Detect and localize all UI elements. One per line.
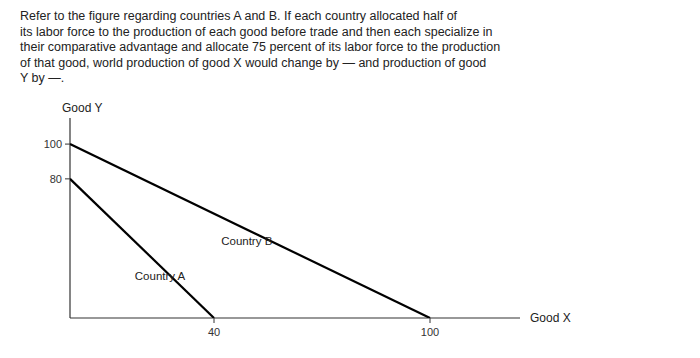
title-line: their comparative advantage and allocate… <box>20 40 500 54</box>
y-tick <box>65 178 70 179</box>
x-tick-label: 40 <box>208 326 220 338</box>
annotation: Country A <box>135 270 186 282</box>
x-tick <box>430 318 431 323</box>
y-tick-label: 100 <box>44 138 62 150</box>
series-line <box>70 144 430 318</box>
title-line: Y by —. <box>20 71 64 85</box>
x-tick <box>214 318 215 323</box>
plot-area <box>70 144 430 318</box>
title-line: of that good, world production of good X… <box>20 56 486 70</box>
title: Refer to the figure regarding countries … <box>20 9 500 85</box>
x-axis-label: Good X <box>530 311 571 325</box>
y-tick <box>65 144 70 145</box>
chart: Refer to the figure regarding countries … <box>0 0 700 358</box>
title-line: Refer to the figure regarding countries … <box>20 9 458 23</box>
title-line: its labor force to the production of eac… <box>20 25 493 39</box>
series-line <box>70 179 214 318</box>
annotation: Country B <box>221 235 272 247</box>
y-axis <box>69 118 70 318</box>
x-axis <box>70 317 520 318</box>
y-axis-label: Good Y <box>62 101 102 115</box>
x-tick-label: 100 <box>421 326 439 338</box>
y-tick-label: 80 <box>50 173 62 185</box>
